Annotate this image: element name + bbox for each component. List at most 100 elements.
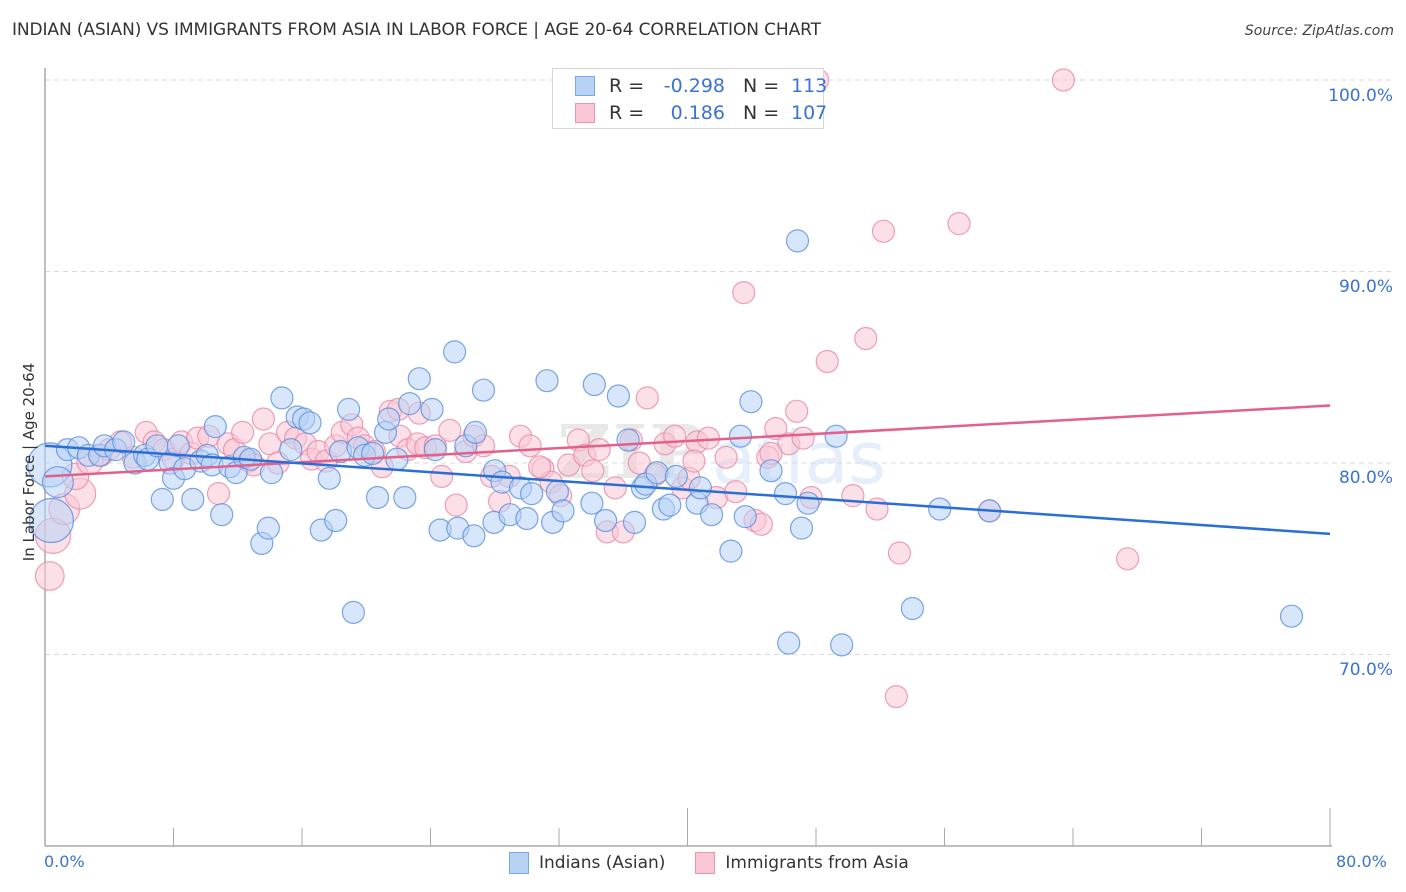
- immigrants-point-46: [438, 418, 462, 442]
- indians-point-99: [928, 497, 952, 521]
- indians-point-53: [420, 397, 444, 421]
- indians-point-59: [462, 524, 486, 548]
- immigrants-point-91: [871, 219, 896, 243]
- immigrants-point-84: [764, 416, 788, 441]
- indians-point-16: [166, 434, 190, 458]
- n-value: 107: [791, 102, 828, 124]
- y-axis-title: In Labor Force | Age 20-64: [20, 362, 38, 562]
- indians-point-52: [407, 367, 431, 391]
- legend-row-indians: R = -0.298 N = 113: [575, 75, 831, 97]
- pink-swatch-icon: [575, 103, 595, 123]
- indians-point-38: [317, 466, 341, 490]
- indians-point-87: [699, 503, 724, 527]
- immigrants-point-96: [947, 212, 971, 236]
- indians-point-75: [593, 508, 618, 533]
- indians-point-101: [1279, 604, 1304, 628]
- immigrants-point-23: [251, 407, 275, 431]
- indians-point-73: [580, 491, 604, 515]
- immigrants-point-80: [732, 281, 756, 305]
- indians-point-41: [337, 397, 361, 421]
- indians-point-9: [112, 430, 136, 454]
- immigrants-point-89: [815, 349, 839, 374]
- immigrants-point-68: [627, 451, 651, 475]
- pink-swatch-icon: [695, 852, 716, 874]
- immigrants-point-69: [635, 386, 659, 410]
- indians-point-94: [785, 229, 810, 253]
- immigrants-point-45: [430, 464, 454, 488]
- indians-point-74: [582, 372, 606, 397]
- n-label: N =: [743, 102, 780, 124]
- immigrants-point-94: [884, 684, 908, 709]
- indians-point-39: [324, 508, 348, 533]
- indians-point-93: [773, 482, 798, 506]
- immigrants-point-98: [1051, 68, 1076, 92]
- indians-point-89: [728, 424, 753, 448]
- indians-point-88: [719, 539, 743, 563]
- indians-point-95: [789, 516, 814, 540]
- legend-item-immigrants[interactable]: Immigrants from Asia: [695, 852, 909, 874]
- r-label: R =: [609, 102, 645, 124]
- immigrants-point-99: [1115, 547, 1140, 571]
- legend-label: Indians (Asian): [539, 853, 666, 873]
- indians-point-33: [279, 438, 303, 462]
- immigrants-point-21: [231, 420, 255, 444]
- legend-label: Immigrants from Asia: [725, 853, 909, 873]
- indians-point-83: [658, 493, 682, 517]
- r-value: 0.186: [670, 102, 725, 124]
- indians-point-2: [41, 466, 74, 499]
- immigrants-point-103: [528, 455, 552, 479]
- immigrants-point-86: [785, 399, 809, 423]
- immigrants-point-47: [444, 493, 468, 517]
- indians-point-1: [28, 497, 75, 544]
- y-tick-label-100: 100.0%: [1328, 86, 1393, 106]
- indians-point-24: [210, 503, 234, 527]
- chart-title: INDIAN (ASIAN) VS IMMIGRANTS FROM ASIA I…: [12, 20, 821, 40]
- x-tick-label-min: 0.0%: [44, 852, 85, 871]
- immigrants-point-0: [34, 561, 65, 591]
- indians-point-71: [545, 480, 570, 504]
- blue-swatch-icon: [575, 76, 595, 96]
- indians-point-92: [759, 459, 783, 483]
- indians-point-76: [606, 384, 631, 408]
- immigrants-point-76: [696, 426, 721, 450]
- indians-point-14: [150, 487, 174, 511]
- immigrants-point-63: [587, 438, 611, 462]
- indians-point-97: [824, 424, 848, 448]
- legend-item-indians[interactable]: Indians (Asian): [509, 852, 665, 874]
- x-tick-label-max: 80.0%: [1336, 852, 1387, 871]
- immigrants-point-62: [581, 459, 605, 483]
- indians-point-102: [777, 631, 801, 655]
- y-tick-label-80: 80.0%: [1338, 468, 1393, 488]
- indians-point-50: [393, 485, 417, 510]
- immigrants-point-90: [841, 484, 865, 508]
- indians-point-86: [688, 476, 713, 500]
- indians-point-49: [385, 447, 409, 471]
- series-legend: Indians (Asian) Immigrants from Asia: [509, 852, 939, 874]
- trend-line-immigrants: [44, 404, 1331, 478]
- source-credit: Source: ZipAtlas.com: [1244, 23, 1394, 39]
- indians-point-69: [535, 369, 559, 393]
- grid-lines: [45, 79, 1392, 655]
- indians-point-30: [256, 516, 280, 540]
- indians-point-78: [622, 510, 647, 535]
- indians-point-84: [664, 464, 688, 488]
- immigrants-point-65: [603, 476, 627, 500]
- indians-point-77: [616, 428, 640, 452]
- immigrants-point-93: [854, 326, 878, 351]
- immigrants-point-18: [206, 482, 231, 506]
- indians-point-91: [739, 390, 763, 414]
- r-value: -0.298: [663, 75, 725, 97]
- immigrants-point-55: [518, 434, 542, 458]
- indians-point-98: [900, 596, 925, 621]
- series-indians-asian: [27, 229, 1304, 657]
- y-tick-label-70: 70.0%: [1338, 660, 1393, 680]
- immigrants-point-95: [887, 541, 912, 565]
- trend-line-indians: [44, 444, 1331, 536]
- indians-point-72: [551, 499, 575, 523]
- indians-point-67: [515, 506, 539, 531]
- indians-point-54: [423, 438, 447, 462]
- indians-point-61: [471, 378, 496, 402]
- immigrants-point-78: [714, 445, 738, 469]
- immigrants-point-102: [682, 449, 706, 473]
